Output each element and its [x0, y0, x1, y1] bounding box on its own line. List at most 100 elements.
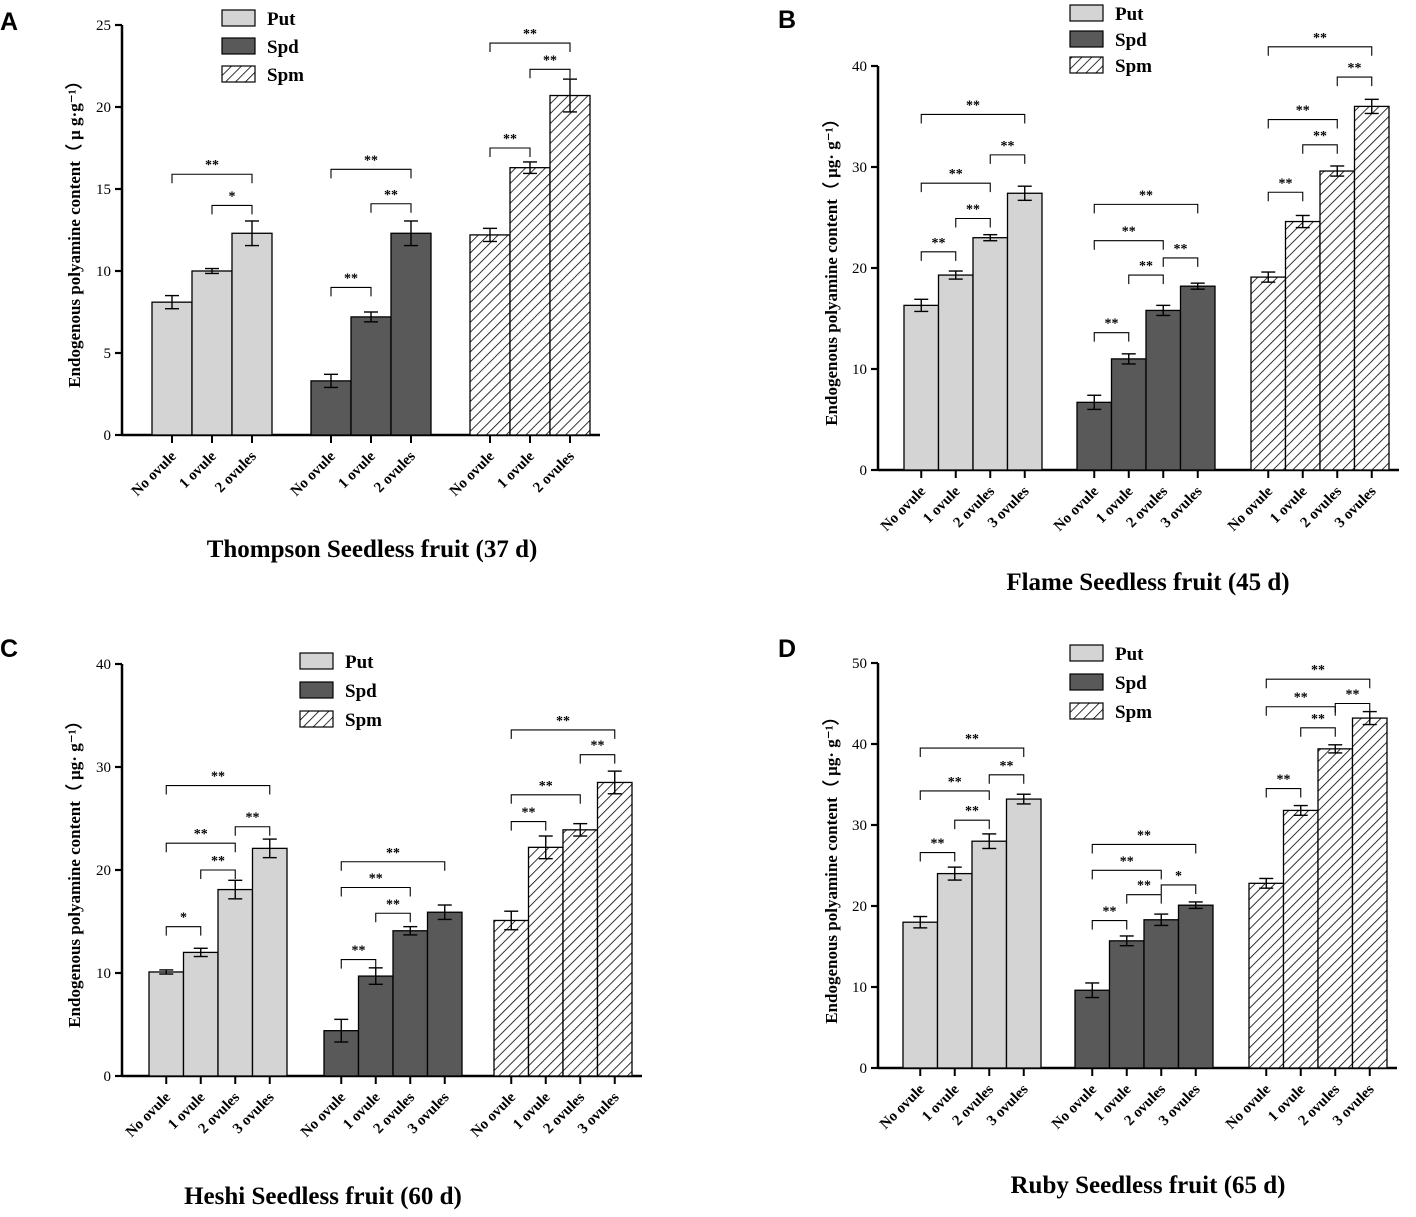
- bar: [392, 930, 429, 1077]
- legend-label: Spd: [1115, 30, 1147, 51]
- significance-bracket: [1265, 788, 1302, 798]
- significance-bracket: [1093, 332, 1130, 342]
- significance-bracket: [330, 168, 412, 179]
- x-tick-label: No ovule: [288, 448, 339, 499]
- significance-label: **: [1000, 759, 1014, 774]
- significance-bracket: [988, 774, 1025, 784]
- x-tick-label: No ovule: [298, 1089, 349, 1140]
- x-tick-label: No ovule: [123, 1089, 174, 1140]
- significance-label: **: [523, 27, 537, 42]
- significance-bracket: [920, 113, 1026, 124]
- significance-bracket: [165, 842, 236, 853]
- significance-label: **: [211, 770, 225, 785]
- bar: [1145, 309, 1182, 471]
- legend-swatch: [1069, 56, 1104, 74]
- significance-label: **: [1174, 242, 1188, 257]
- y-tick-label: 5: [104, 346, 112, 362]
- y-tick-label: 20: [96, 863, 111, 879]
- significance-label: **: [386, 897, 400, 912]
- significance-bracket: [200, 869, 236, 879]
- y-tick-label: 10: [852, 362, 867, 378]
- significance-label: **: [1294, 691, 1308, 706]
- significance-bracket: [1267, 46, 1373, 56]
- significance-label: **: [948, 775, 962, 790]
- legend-label: Put: [1115, 4, 1144, 25]
- significance-label: **: [1105, 317, 1119, 332]
- significance-bracket: [211, 204, 253, 215]
- y-tick-label: 40: [852, 737, 867, 753]
- panel-b: B 0 10 20 30 40 Endogenous polyamine content（ …: [778, 4, 1399, 596]
- bar: [1076, 401, 1113, 471]
- y-tick-label: 20: [852, 261, 867, 277]
- y-tick-label: 50: [852, 656, 867, 672]
- bar: [596, 781, 633, 1077]
- legend-swatch: [1069, 30, 1104, 48]
- significance-label: **: [949, 167, 963, 182]
- significance-bracket: [510, 794, 581, 804]
- significance-label: **: [1103, 905, 1117, 920]
- x-tick-label: 2 ovules: [212, 448, 260, 496]
- significance-bracket: [919, 790, 990, 800]
- y-tick-label: 0: [860, 463, 868, 479]
- significance-bracket: [529, 68, 571, 79]
- panel-c: C 0 10 20 30 40 Endogenous polyamine content（ …: [0, 635, 642, 1210]
- bar: [1317, 748, 1354, 1069]
- significance-label: **: [522, 806, 536, 821]
- significance-bracket: [375, 912, 411, 923]
- legend-label: Put: [1115, 644, 1144, 665]
- bar: [390, 232, 432, 436]
- bar: [217, 888, 254, 1077]
- chart-title: Heshi Seedless fruit (60 d): [184, 1183, 462, 1210]
- significance-bracket: [510, 729, 616, 739]
- significance-label: **: [932, 236, 946, 251]
- significance-bracket: [1091, 843, 1197, 854]
- x-tick-label: No ovule: [877, 1081, 928, 1132]
- y-tick-label: 40: [96, 657, 111, 673]
- bar: [191, 270, 233, 436]
- bar: [1284, 220, 1321, 471]
- x-tick-label: 2 ovules: [530, 448, 578, 496]
- significance-bracket: [1093, 240, 1164, 250]
- panel-label: A: [0, 8, 18, 36]
- significance-bracket: [370, 203, 412, 213]
- significance-bracket: [920, 182, 991, 193]
- y-tick-label: 10: [96, 264, 111, 280]
- panel-label: B: [778, 6, 796, 34]
- significance-label: **: [1122, 225, 1136, 240]
- legend-swatch: [221, 9, 256, 27]
- significance-bracket: [340, 959, 377, 969]
- bar: [562, 829, 599, 1077]
- legend-label: Spm: [1115, 702, 1152, 723]
- x-tick-label: No ovule: [1051, 483, 1102, 534]
- legend-label: Spd: [1115, 673, 1147, 694]
- y-tick-label: 0: [104, 428, 112, 444]
- significance-label: **: [1279, 176, 1293, 191]
- significance-label: *: [1175, 869, 1182, 884]
- y-tick-label: 0: [860, 1061, 868, 1077]
- significance-bracket: [1302, 144, 1338, 154]
- bar: [1005, 798, 1042, 1069]
- significance-bracket: [1128, 274, 1164, 285]
- bar: [1250, 276, 1287, 471]
- significance-label: **: [539, 779, 553, 794]
- significance-bracket: [340, 886, 411, 897]
- significance-label: *: [180, 911, 187, 926]
- x-tick-label: No ovule: [1223, 1081, 1274, 1132]
- bar: [1108, 940, 1145, 1069]
- y-tick-label: 30: [96, 760, 111, 776]
- significance-bracket: [1267, 191, 1304, 202]
- significance-label: **: [543, 53, 557, 68]
- y-axis-label: Endogenous polyamine content（ μg· g⁻¹）: [821, 708, 841, 1024]
- significance-label: **: [1313, 31, 1327, 46]
- significance-label: **: [386, 846, 400, 861]
- bar: [1177, 904, 1214, 1069]
- legend-swatch: [1069, 644, 1104, 662]
- y-axis-label: Endogenous polyamine content（ μg· g⁻¹）: [64, 712, 84, 1028]
- significance-label: **: [1139, 259, 1153, 274]
- legend-swatch: [299, 710, 334, 728]
- x-tick-label: No ovule: [1225, 483, 1276, 534]
- bar: [903, 304, 940, 471]
- bar: [151, 301, 193, 436]
- bar: [902, 921, 939, 1069]
